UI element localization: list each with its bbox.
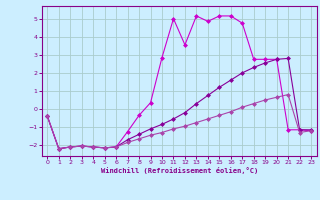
X-axis label: Windchill (Refroidissement éolien,°C): Windchill (Refroidissement éolien,°C): [100, 167, 258, 174]
